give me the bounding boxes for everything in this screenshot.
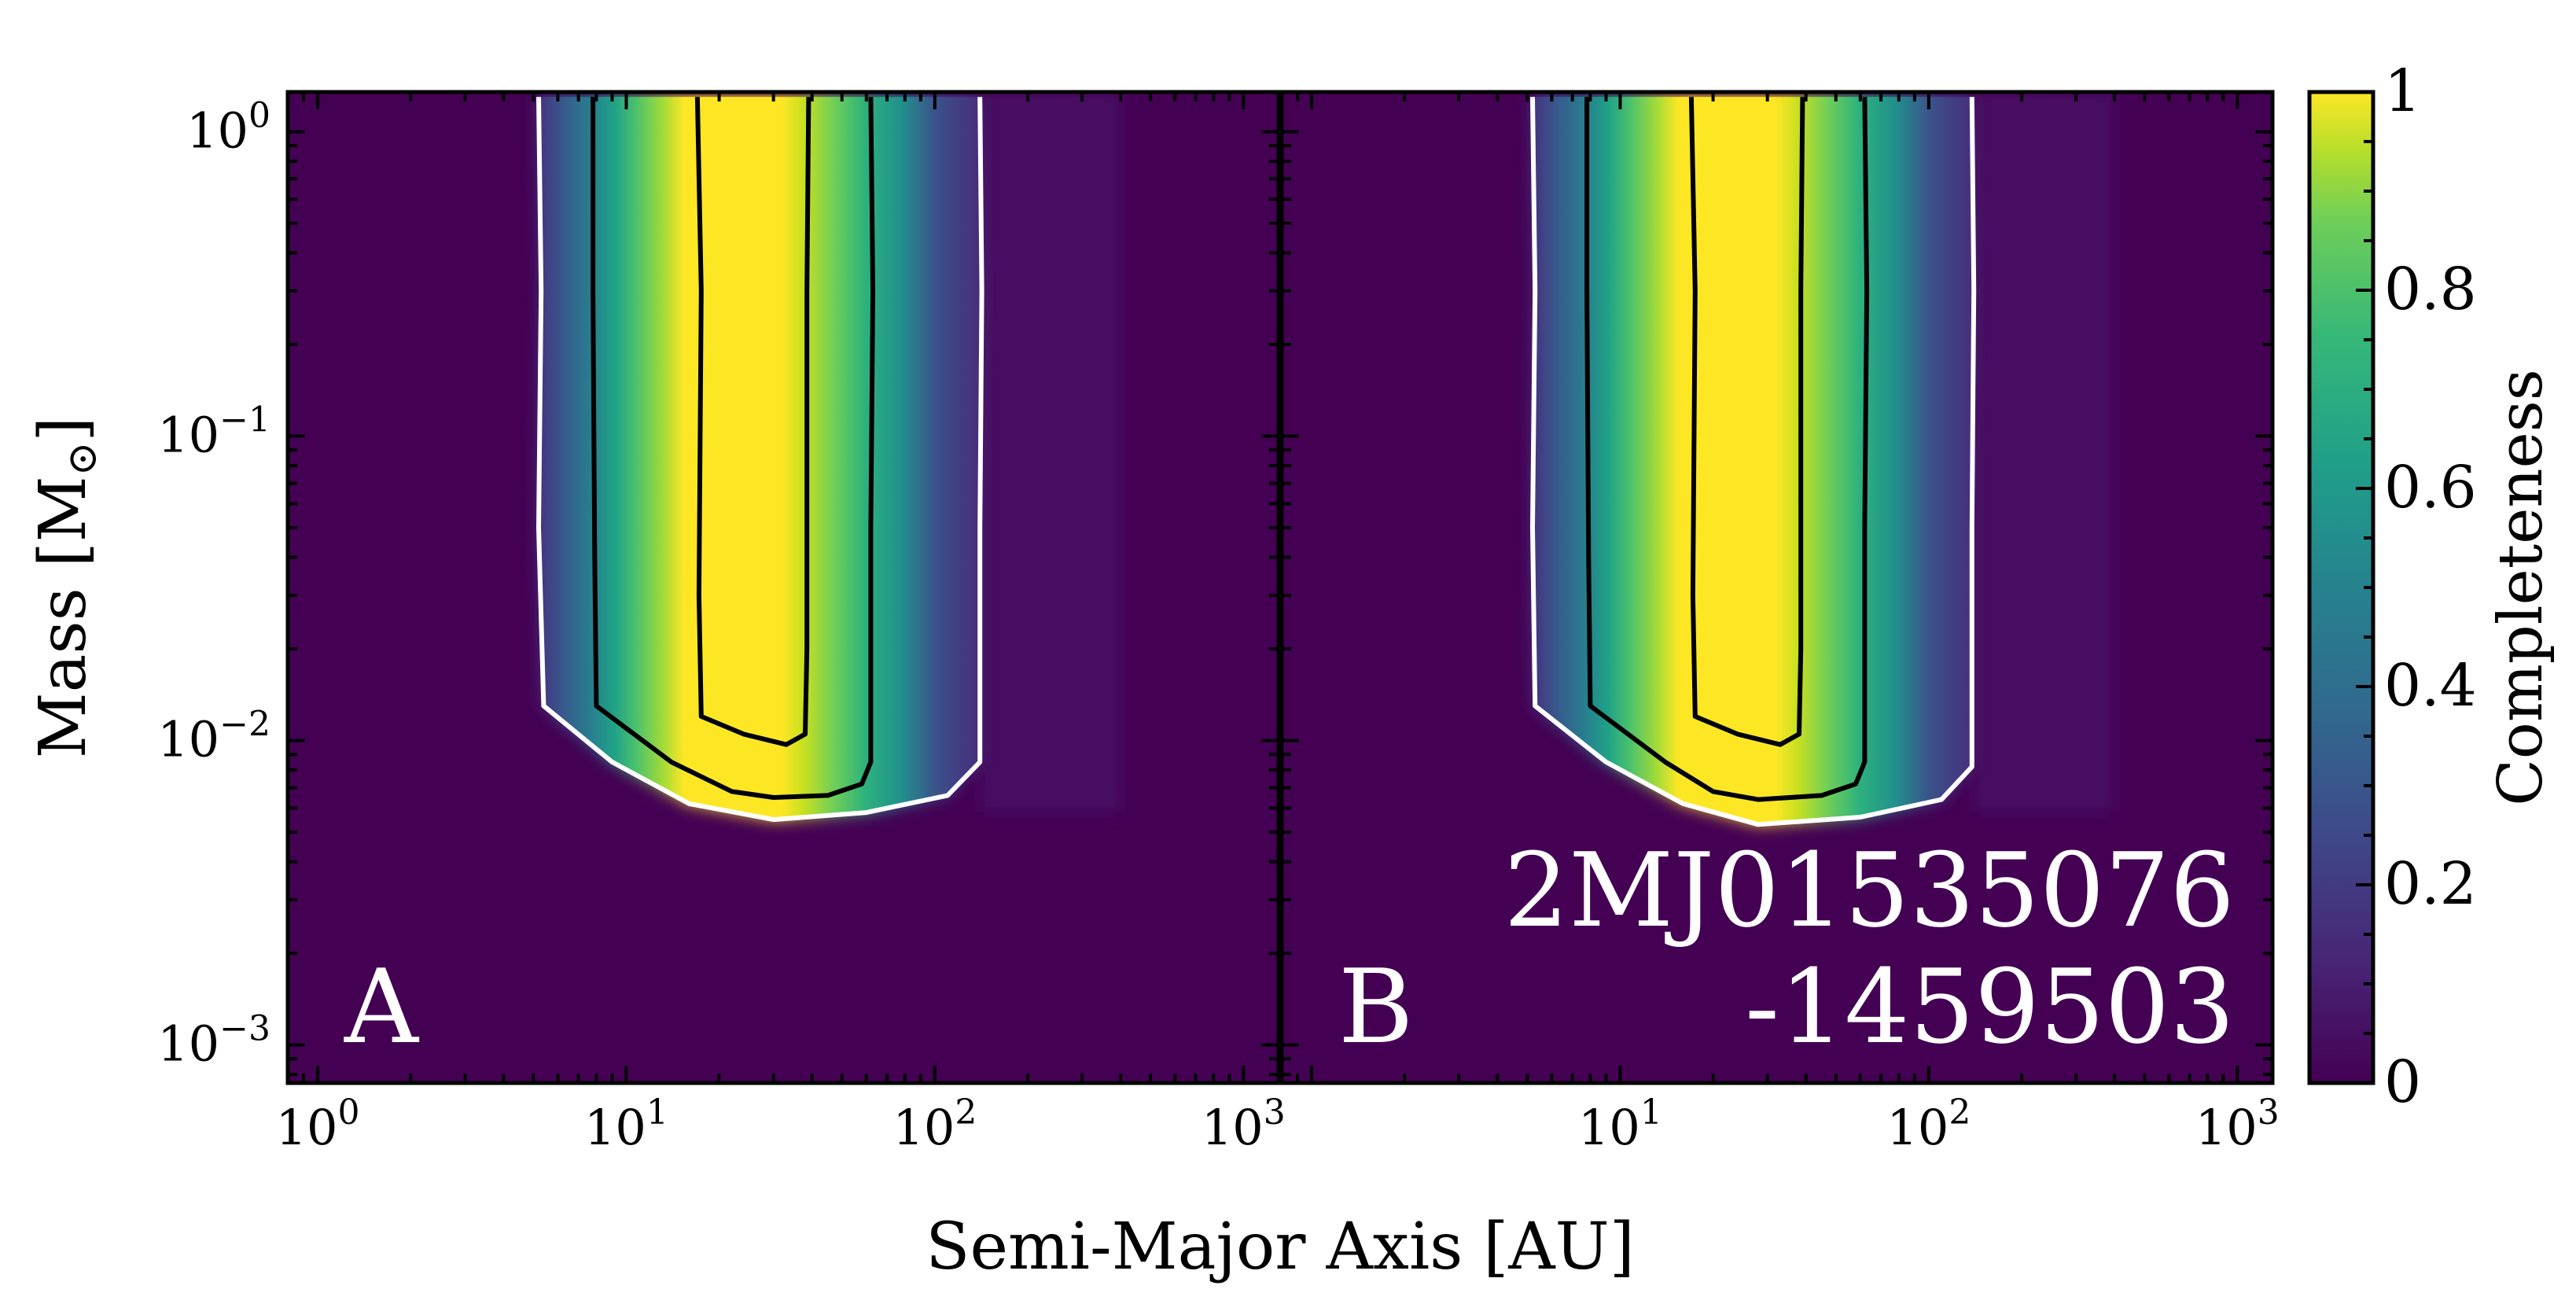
contour-inner: [694, 97, 811, 747]
contour-outer: [536, 97, 984, 823]
y-tick-label-exponent: 0: [248, 95, 270, 135]
colorbar-tick-label: 0.6: [2384, 454, 2477, 521]
colorbar-tick-label: 1: [2384, 57, 2421, 125]
colorbar: 0 0.2 0.4 0.6 0.8 1 Completeness: [2307, 57, 2556, 1116]
contour-mid: [591, 97, 876, 800]
x-tick-label-exponent: 3: [2258, 1092, 2280, 1133]
y-tick-label-exponent: −3: [219, 1009, 270, 1049]
heatmap: [536, 92, 1121, 823]
contour-outer: [1530, 97, 1977, 827]
colorbar-label: Completeness: [2486, 369, 2556, 806]
x-tick-label-exponent: 2: [955, 1092, 977, 1133]
axis-labels-layer: Semi-Major Axis [AU] Mass [M⊙]: [26, 417, 1635, 1284]
colorbar-tick-label: 0: [2384, 1048, 2421, 1116]
x-tick-label-base: 10: [2195, 1099, 2258, 1156]
x-tick-label-exponent: 2: [1949, 1092, 1971, 1133]
x-tick-label: 103: [2195, 1092, 2280, 1156]
panel-label: A: [344, 947, 420, 1066]
x-axis-label: Semi-Major Axis [AU]: [926, 1210, 1634, 1284]
x-tick-label: 102: [1886, 1092, 1971, 1156]
y-tick-label-base: 10: [157, 1015, 219, 1073]
x-tick-label-exponent: 0: [337, 1092, 359, 1133]
colorbar-tick-label: 0.8: [2384, 256, 2477, 323]
x-tick-label: 100: [276, 1092, 360, 1156]
y-tick-label-base: 10: [186, 101, 248, 159]
y-tick-label-exponent: −2: [219, 705, 270, 745]
x-tick-label-exponent: 1: [1640, 1092, 1662, 1133]
x-tick-label-exponent: 1: [646, 1092, 668, 1133]
contour-mid: [1584, 97, 1870, 802]
x-tick-label: 101: [1578, 1092, 1662, 1156]
colorbar-gradient: [2309, 92, 2373, 1083]
y-axis-label-subscript: ⊙: [59, 442, 106, 477]
target-name-line1: 2MJ01535076: [1503, 831, 2235, 950]
y-tick-label: 10−3: [157, 1009, 270, 1073]
y-tick-label-base: 10: [157, 407, 219, 464]
x-tick-label-base: 10: [1886, 1099, 1949, 1156]
heatmap-halo: [980, 92, 1121, 813]
panel-frame: [285, 90, 1281, 1085]
contour-inner: [1688, 97, 1805, 747]
x-tick-label-base: 10: [584, 1099, 646, 1156]
y-axis-label-end: ]: [26, 417, 101, 442]
x-tick-label-base: 10: [276, 1099, 338, 1156]
y-tick-label: 10−2: [157, 705, 270, 768]
y-tick-label: 10−1: [157, 400, 270, 464]
panel-label: B: [1338, 947, 1414, 1066]
colorbar-tick-label: 0.4: [2384, 652, 2477, 720]
target-name-line2: -1459503: [1745, 947, 2235, 1066]
x-tick-label-base: 10: [892, 1099, 955, 1156]
colorbar-tick-label: 0.2: [2384, 850, 2477, 918]
y-tick-label-exponent: −1: [219, 400, 270, 440]
panel-frame: [1279, 90, 2275, 1085]
x-tick-label: 101: [584, 1092, 668, 1156]
x-tick-label: 102: [892, 1092, 977, 1156]
x-tick-label-base: 10: [1578, 1099, 1640, 1156]
x-tick-label-base: 10: [1202, 1099, 1264, 1156]
y-tick-label-base: 10: [157, 711, 219, 768]
x-tick-label: 103: [1202, 1092, 1286, 1156]
heatmap-completeness-core: [1533, 97, 1974, 825]
y-axis-label: Mass [M⊙]: [26, 417, 106, 759]
x-tick-label-exponent: 3: [1264, 1092, 1286, 1133]
heatmap-halo: [1974, 92, 2115, 813]
y-axis-label-main: Mass [M: [26, 476, 101, 758]
heatmap: [1530, 92, 2115, 827]
y-tick-label: 100: [186, 95, 270, 159]
